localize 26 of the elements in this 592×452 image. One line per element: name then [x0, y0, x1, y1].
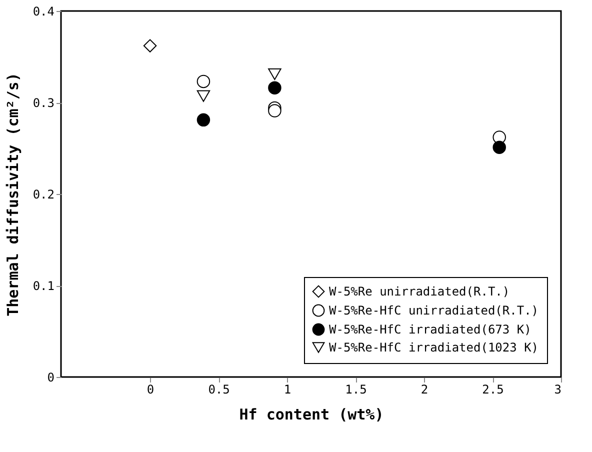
point [196, 90, 210, 102]
y-tick-label: 0.1 [32, 279, 54, 293]
y-tick-label: 0 [47, 370, 54, 384]
y-tick-label: 0.4 [32, 4, 54, 18]
y-tick-label: 0.3 [32, 96, 54, 110]
x-tick-label: 1.5 [345, 382, 367, 396]
point [268, 81, 282, 94]
point [268, 104, 282, 118]
y-tick-label: 0.2 [32, 188, 54, 202]
x-tick-label: 0 [146, 382, 154, 396]
point [143, 39, 157, 52]
legend-label: W-5%Re unirradiated(R.T.) [329, 284, 510, 298]
x-tick-label: 0.5 [208, 382, 230, 396]
legend-label: W-5%Re-HfC irradiated(673 K) [329, 322, 532, 336]
x-tick-label: 2.5 [482, 382, 504, 396]
y-axis-title: Thermal diffusivity (cm²/s) [4, 72, 22, 316]
x-tick-label: 2 [420, 382, 428, 396]
legend-label: W-5%Re-HfC unirradiated(R.T.) [329, 304, 539, 318]
point [492, 140, 506, 154]
x-tick-label: 3 [554, 382, 562, 396]
point [196, 113, 210, 126]
legend-label: W-5%Re-HfC irradiated(1023 K) [329, 340, 539, 354]
x-tick-label: 1 [284, 382, 292, 396]
point [268, 68, 282, 80]
x-axis-title: Hf content (wt%) [239, 406, 384, 424]
point [196, 74, 210, 88]
